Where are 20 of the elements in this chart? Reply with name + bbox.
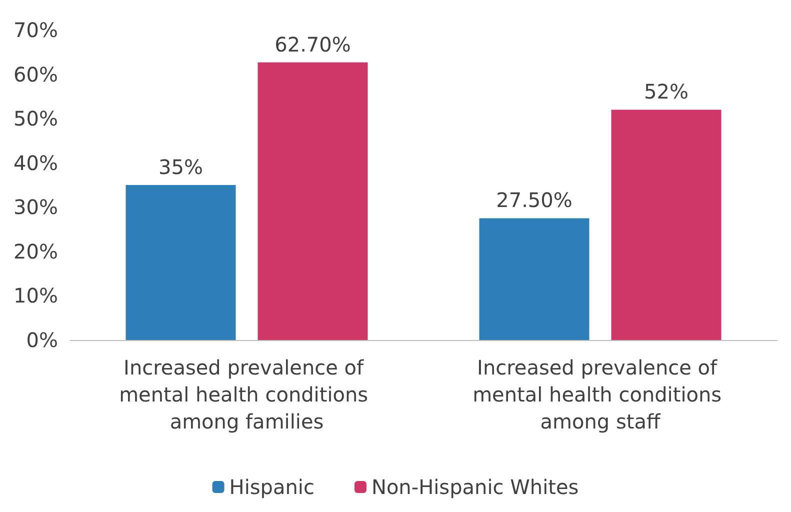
bar — [258, 62, 368, 340]
y-tick-label: 60% — [14, 62, 58, 86]
y-tick-label: 50% — [14, 106, 58, 131]
y-tick-label: 30% — [14, 195, 58, 220]
x-tick-label: Increased prevalence of mental health conditions among staff — [472, 356, 728, 434]
data-label: 27.50% — [496, 188, 572, 212]
y-tick-label: 20% — [14, 239, 58, 264]
y-tick-label: 0% — [26, 328, 58, 352]
legend-label: Hispanic — [229, 475, 314, 499]
bar — [479, 218, 590, 340]
y-tick-label: 10% — [14, 284, 58, 308]
data-label: 35% — [158, 155, 203, 179]
y-tick-label: 40% — [14, 150, 58, 175]
bar — [611, 110, 722, 340]
y-tick-label: 70% — [14, 18, 58, 42]
x-tick-label: Increased prevalence of mental health conditions among families — [119, 356, 374, 434]
legend-label: Non-Hispanic Whites — [371, 475, 579, 499]
data-label: 62.70% — [274, 32, 351, 56]
bar — [126, 185, 236, 340]
data-label: 52% — [644, 80, 688, 104]
